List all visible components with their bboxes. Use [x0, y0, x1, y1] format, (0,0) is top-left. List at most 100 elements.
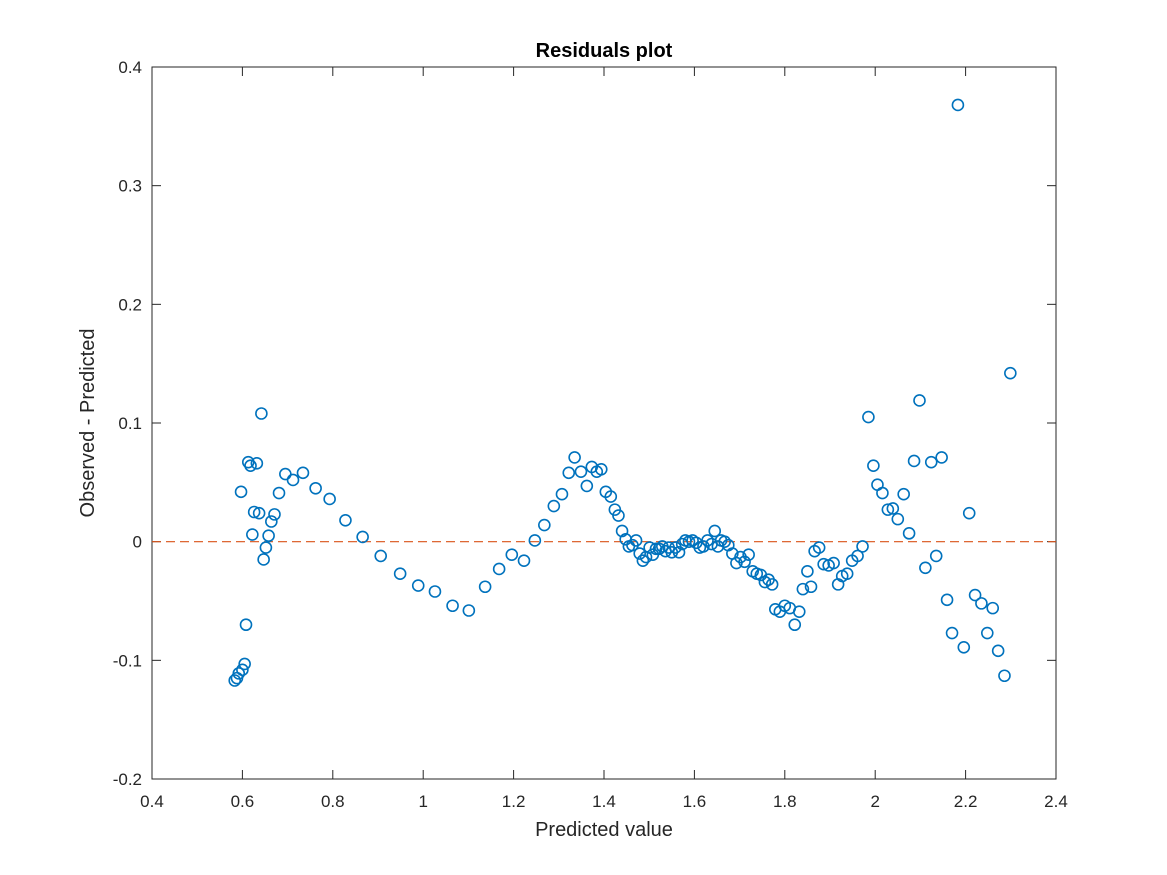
- data-point: [945, 626, 959, 640]
- data-point: [232, 667, 246, 680]
- y-tick-label: 0.4: [118, 58, 142, 77]
- data-point: [652, 542, 666, 556]
- data-point: [708, 524, 722, 538]
- data-point: [505, 548, 519, 562]
- y-tick-label: 0.2: [118, 295, 142, 314]
- data-point: [555, 487, 569, 501]
- data-point: [580, 479, 594, 493]
- plot-area: 0.4 0.6 0.8 1 1.2 1.4 1.6 1.8 2 2.2 2.4 -0.2 -0.1 0 0.…: [113, 58, 1068, 811]
- data-point: [393, 567, 407, 581]
- x-tick-label: 1.4: [592, 792, 616, 811]
- chart-title: Residuals plot: [536, 40, 673, 62]
- data-point: [804, 580, 818, 594]
- x-tick-label: 2.4: [1044, 792, 1068, 811]
- data-point: [957, 640, 971, 654]
- data-point: [792, 605, 806, 618]
- data-point: [374, 549, 388, 563]
- y-tick-label: -0.2: [113, 770, 142, 789]
- data-point: [801, 565, 814, 578]
- data-point: [867, 459, 880, 473]
- data-point: [272, 486, 286, 500]
- data-point: [262, 529, 275, 543]
- data-point: [247, 505, 261, 519]
- data-point: [817, 557, 830, 571]
- data-point: [891, 512, 905, 526]
- data-point: [980, 626, 994, 640]
- x-tick-label: 0.4: [140, 792, 164, 811]
- data-point: [252, 506, 266, 520]
- x-tick-label: 1.8: [773, 792, 797, 811]
- data-point: [862, 410, 875, 424]
- data-point: [924, 455, 938, 469]
- data-point: [1004, 366, 1017, 380]
- data-point: [594, 462, 608, 476]
- data-point: [612, 509, 625, 522]
- data-point: [238, 657, 251, 671]
- data-point: [236, 663, 249, 677]
- data-point: [986, 601, 1000, 615]
- data-point: [250, 457, 264, 470]
- data-point: [286, 473, 300, 487]
- data-point: [913, 394, 926, 407]
- data-point: [478, 580, 492, 594]
- data-point: [636, 554, 650, 567]
- data-point: [919, 561, 932, 575]
- y-tick-label: 0.1: [118, 414, 142, 433]
- data-point: [411, 579, 425, 592]
- data-point: [633, 547, 647, 560]
- data-point: [788, 618, 802, 632]
- data-point: [562, 466, 576, 480]
- data-point: [886, 502, 900, 515]
- data-point: [649, 542, 663, 556]
- data-point: [323, 492, 336, 506]
- data-point: [538, 518, 551, 532]
- y-axis-label: Observed - Predicted: [77, 329, 99, 518]
- data-point: [827, 556, 840, 570]
- data-point: [881, 503, 895, 516]
- data-point: [812, 541, 826, 554]
- x-tick-label: 0.6: [231, 792, 255, 811]
- data-point: [876, 486, 889, 500]
- data-point: [492, 562, 506, 576]
- x-tick-label: 1.6: [683, 792, 707, 811]
- data-point: [462, 604, 476, 617]
- data-point: [701, 534, 714, 547]
- data-point: [309, 481, 322, 495]
- data-point: [856, 540, 869, 553]
- data-point: [234, 485, 248, 499]
- data-point: [738, 555, 751, 569]
- data-point: [246, 528, 259, 541]
- data-point: [796, 582, 810, 596]
- data-point: [428, 585, 442, 598]
- data-point: [907, 454, 921, 468]
- data-point: [265, 515, 278, 528]
- data-point: [517, 554, 531, 567]
- data-point: [629, 534, 643, 547]
- data-point: [840, 567, 854, 581]
- data-point: [991, 644, 1005, 658]
- x-tick-label: 2.2: [954, 792, 978, 811]
- data-point: [574, 465, 588, 478]
- data-point: [929, 549, 943, 563]
- data-point: [255, 407, 268, 420]
- data-point: [851, 549, 864, 563]
- data-point: [615, 524, 629, 538]
- y-tick-label: 0: [133, 533, 142, 552]
- data-point: [279, 467, 292, 481]
- data-point: [951, 98, 965, 112]
- data-point: [446, 599, 459, 613]
- data-point: [718, 535, 731, 548]
- data-point: [339, 514, 352, 527]
- data-point: [259, 541, 273, 554]
- data-point: [228, 674, 242, 687]
- data-point: [257, 553, 270, 566]
- x-tick-label: 0.8: [321, 792, 345, 811]
- data-point: [975, 597, 988, 610]
- data-point: [568, 451, 581, 464]
- data-point: [528, 534, 542, 547]
- data-point: [356, 530, 369, 544]
- data-point: [268, 508, 281, 521]
- data-point: [962, 506, 976, 520]
- y-tick-label: 0.3: [118, 177, 142, 196]
- data-point: [239, 618, 253, 632]
